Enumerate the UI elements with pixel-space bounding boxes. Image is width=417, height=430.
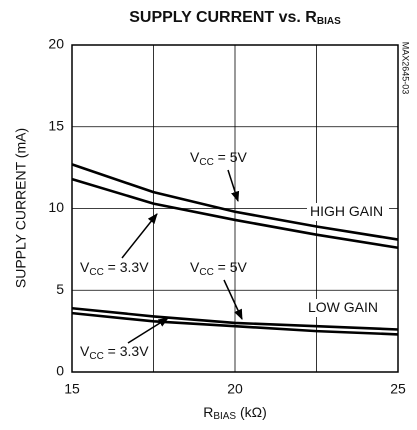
annotation-arrow bbox=[227, 169, 240, 202]
label-bg bbox=[305, 299, 387, 317]
annotation-rest: = 5V bbox=[214, 259, 248, 275]
annotation: LOW GAIN bbox=[308, 299, 378, 315]
annotation: HIGH GAIN bbox=[310, 203, 383, 219]
x-axis-label: RBIAS (kΩ) bbox=[203, 404, 267, 422]
annotation-main: HIGH GAIN bbox=[310, 203, 383, 219]
y-tick-label: 15 bbox=[48, 117, 64, 133]
x-tick-label: 20 bbox=[227, 381, 243, 397]
x-tick-label: 25 bbox=[390, 381, 406, 397]
chart-title: SUPPLY CURRENT vs. RBIAS bbox=[129, 9, 341, 26]
annotation: VCC = 5V bbox=[190, 259, 248, 278]
y-axis-label: SUPPLY CURRENT (mA) bbox=[13, 128, 29, 288]
annotation: VCC = 3.3V bbox=[80, 259, 149, 278]
side-note: MAX2645-03 bbox=[401, 42, 411, 95]
annotation-main: V bbox=[80, 343, 90, 359]
y-tick-label: 5 bbox=[56, 281, 64, 297]
y-tick-label: 20 bbox=[48, 36, 64, 52]
label-bg bbox=[307, 203, 389, 221]
series-line bbox=[71, 177, 399, 250]
series-line bbox=[71, 311, 399, 336]
annotation-main: V bbox=[190, 149, 200, 165]
annotation-arrow bbox=[127, 317, 169, 344]
plot-frame bbox=[71, 44, 399, 373]
series-line bbox=[71, 163, 399, 241]
annotation-main: V bbox=[80, 259, 90, 275]
annotation-sub: CC bbox=[199, 267, 213, 278]
y-tick-label: 0 bbox=[56, 363, 64, 379]
annotation: VCC = 5V bbox=[190, 149, 248, 168]
annotation-rest: = 3.3V bbox=[104, 343, 149, 359]
lines bbox=[71, 163, 399, 336]
annotation-sub: CC bbox=[199, 157, 213, 168]
annotation-sub: CC bbox=[89, 351, 103, 362]
annotation-rest: = 5V bbox=[214, 149, 248, 165]
annotation-arrow bbox=[223, 279, 243, 320]
series-line bbox=[71, 306, 399, 331]
annotation-rest: = 3.3V bbox=[104, 259, 149, 275]
annotation-sub: CC bbox=[89, 267, 103, 278]
annotation-main: V bbox=[190, 259, 200, 275]
annotation-main: LOW GAIN bbox=[308, 299, 378, 315]
y-tick-label: 10 bbox=[48, 199, 64, 215]
annotation: VCC = 3.3V bbox=[80, 343, 149, 362]
x-tick-label: 15 bbox=[64, 381, 80, 397]
annotation-arrow bbox=[121, 213, 158, 259]
